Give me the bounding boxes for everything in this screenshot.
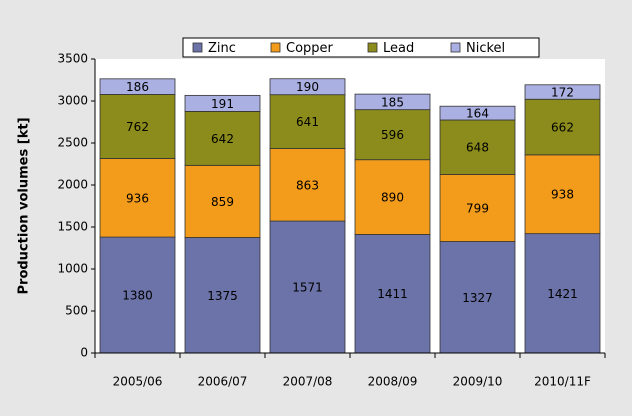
x-tick-label: 2010/11F: [534, 375, 591, 389]
y-axis-label: Production volumes [kt]: [17, 117, 32, 294]
bar-segment: [439, 241, 516, 354]
y-tick-label: 0: [80, 346, 88, 360]
bar-segment: [269, 78, 346, 96]
bar-segment: [269, 220, 346, 354]
data-label: 648: [466, 141, 489, 155]
x-tick-label: 2005/06: [113, 375, 163, 389]
bar-segment: [184, 94, 261, 112]
x-tick-label: 2008/09: [368, 375, 418, 389]
data-label: 1421: [547, 287, 578, 301]
data-label: 1411: [377, 287, 408, 301]
y-tick-label: 1000: [57, 262, 88, 276]
legend-swatch: [367, 42, 378, 53]
x-tick-label: 2009/10: [453, 375, 503, 389]
data-label: 641: [296, 115, 319, 129]
x-tick-label: 2007/08: [283, 375, 333, 389]
legend-label: Nickel: [466, 41, 505, 56]
legend-label: Zinc: [208, 41, 236, 56]
data-label: 799: [466, 201, 489, 215]
bar-segment: [439, 119, 516, 175]
y-tick-label: 3000: [57, 94, 88, 108]
bar-segment: [524, 154, 601, 235]
y-tick-label: 2500: [57, 136, 88, 150]
bar-segment: [354, 234, 431, 354]
legend-label: Copper: [286, 41, 334, 56]
y-tick-label: 500: [65, 304, 88, 318]
y-tick-label: 1500: [57, 220, 88, 234]
bar-segment: [99, 158, 176, 238]
data-label: 172: [551, 86, 574, 100]
bar-segment: [524, 233, 601, 354]
bar-segment: [354, 93, 431, 111]
bar-segment: [439, 174, 516, 242]
bar-segment: [439, 105, 516, 121]
bar-segment: [184, 164, 261, 238]
data-label: 859: [211, 195, 234, 209]
data-label: 1375: [207, 289, 238, 303]
data-label: 1380: [122, 289, 153, 303]
y-tick-label: 3500: [57, 52, 88, 66]
data-label: 596: [381, 128, 404, 142]
bar-segment: [184, 237, 261, 354]
data-label: 1327: [462, 291, 493, 305]
bar-segment: [269, 94, 346, 149]
bar-segment: [99, 94, 176, 159]
plot-area: [95, 59, 605, 353]
data-label: 863: [296, 178, 319, 192]
data-label: 938: [551, 188, 574, 202]
legend-swatch: [270, 42, 281, 53]
data-label: 936: [126, 191, 149, 205]
data-label: 164: [466, 107, 489, 121]
data-label: 185: [381, 95, 404, 109]
legend-swatch: [450, 42, 461, 53]
data-label: 190: [296, 80, 319, 94]
bar-segment: [99, 236, 176, 354]
y-tick-label: 2000: [57, 178, 88, 192]
bar-segment: [524, 84, 601, 100]
data-label: 662: [551, 121, 574, 135]
data-label: 186: [126, 80, 149, 94]
bar-segment: [524, 98, 601, 156]
legend-swatch: [192, 42, 203, 53]
data-label: 191: [211, 97, 234, 111]
bar-segment: [269, 148, 346, 222]
bar-segment: [184, 111, 261, 166]
bar-segment: [99, 78, 176, 95]
data-label: 762: [126, 120, 149, 134]
data-label: 1571: [292, 281, 323, 295]
legend-label: Lead: [383, 41, 414, 56]
data-label: 642: [211, 132, 234, 146]
data-label: 890: [381, 191, 404, 205]
x-tick-label: 2006/07: [198, 375, 248, 389]
